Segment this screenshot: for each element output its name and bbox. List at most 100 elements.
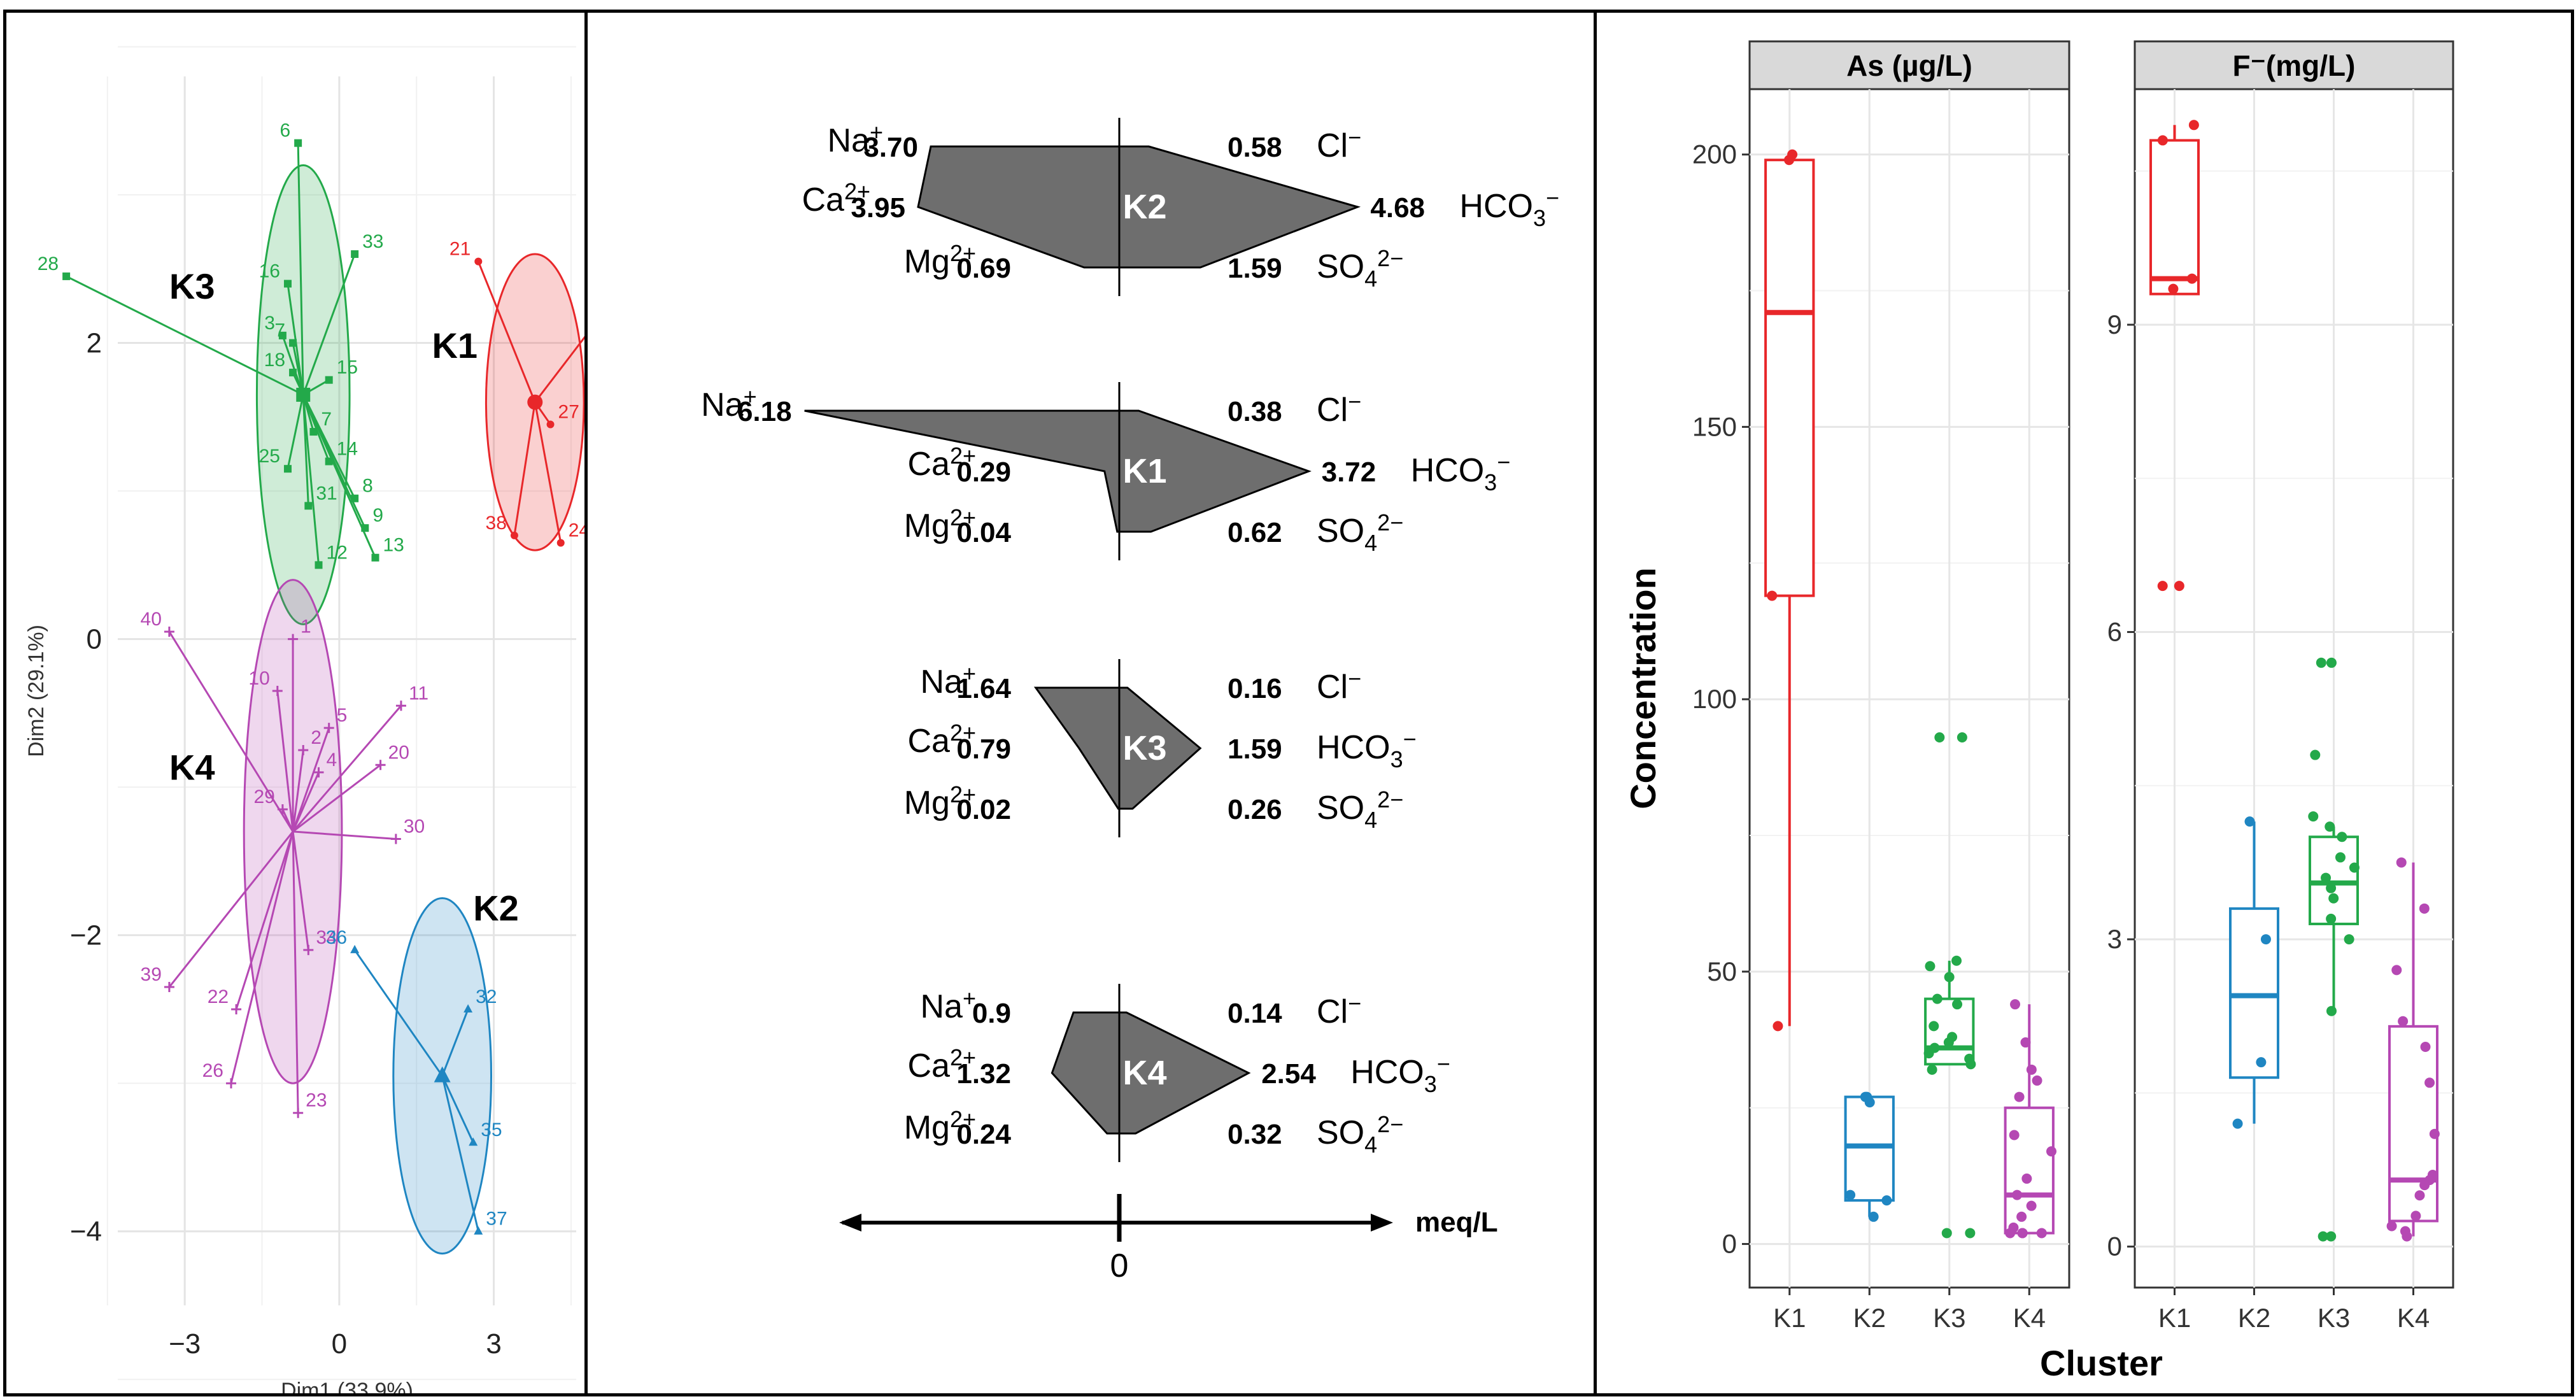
- jitter-point: [1773, 1021, 1783, 1032]
- facet-title: F⁻(mg/L): [2233, 49, 2356, 82]
- jitter-point: [1957, 732, 1967, 742]
- anion-cation-value: 6.18: [737, 396, 792, 427]
- data-point: [289, 369, 297, 377]
- anion-cation-value: 0.04: [956, 517, 1011, 548]
- axis-arrow-left: [839, 1214, 861, 1232]
- y-tick-label: 150: [1692, 411, 1737, 441]
- anion-value: 0.38: [1228, 396, 1282, 427]
- anion-label: SO42−: [1317, 1111, 1403, 1158]
- jitter-point: [2186, 273, 2197, 284]
- data-point: [303, 944, 314, 955]
- point-label: 2: [311, 727, 322, 748]
- data-point: [510, 531, 518, 539]
- data-point: [395, 700, 406, 711]
- point-label: 29: [254, 786, 275, 807]
- data-point: [313, 767, 324, 778]
- spoke-line: [292, 772, 320, 832]
- stiff-label: K1: [1122, 452, 1166, 490]
- anion-value: 0.58: [1228, 132, 1282, 163]
- jitter-point: [2020, 1037, 2031, 1048]
- x-tick-label: 0: [332, 1328, 347, 1360]
- anion-cation-value: 3.70: [863, 132, 918, 163]
- spoke-line: [66, 275, 304, 396]
- anion-cation-value: 0.69: [956, 253, 1011, 284]
- y-tick-label: 3: [2107, 924, 2122, 954]
- spoke-line: [302, 394, 320, 565]
- point-label: 11: [409, 683, 428, 704]
- point-label: 31: [316, 483, 337, 504]
- point-label: 7: [321, 409, 332, 430]
- point-label: 40: [141, 609, 162, 630]
- x-tick-label: K1: [1773, 1303, 1806, 1333]
- point-label: 32: [476, 986, 497, 1007]
- data-point: [474, 257, 483, 266]
- point-label: 14: [337, 439, 358, 460]
- spoke-line: [287, 394, 304, 469]
- jitter-point: [2321, 872, 2332, 883]
- jitter-point: [1868, 1211, 1879, 1222]
- anion-label: SO42−: [1317, 509, 1403, 556]
- point-label: 25: [259, 446, 280, 467]
- jitter-point: [2414, 1190, 2425, 1201]
- jitter-point: [2244, 816, 2255, 827]
- jitter-point: [2005, 1228, 2016, 1239]
- anion-value: 4.68: [1370, 192, 1425, 224]
- data-point: [164, 982, 174, 993]
- anion-value: 1.59: [1228, 734, 1282, 765]
- spoke-line: [292, 831, 299, 1113]
- anion-label: Cl−: [1317, 665, 1361, 706]
- point-label: 13: [383, 535, 404, 556]
- jitter-point: [2325, 821, 2335, 832]
- stiff-label: K4: [1122, 1054, 1166, 1092]
- anion-label: HCO3−: [1317, 726, 1417, 772]
- jitter-point: [2157, 135, 2168, 146]
- data-point: [474, 1226, 483, 1235]
- cation-label: Na+: [920, 985, 976, 1025]
- centroid-marker: [434, 1066, 451, 1083]
- box-k3: [2308, 657, 2360, 1242]
- anion-value: 0.26: [1228, 794, 1282, 825]
- point-label: 10: [248, 668, 269, 689]
- point-label: 38: [486, 513, 507, 534]
- point-label: 16: [259, 261, 280, 282]
- jitter-point: [2326, 913, 2337, 924]
- box-k2: [2229, 816, 2279, 1129]
- jitter-point: [1944, 972, 1955, 983]
- jitter-point: [2168, 283, 2179, 294]
- anion-cation-value: 0.29: [956, 457, 1011, 488]
- point-label: 24: [569, 520, 584, 541]
- jitter-point: [2026, 1200, 2037, 1211]
- x-tick-label: K3: [2318, 1303, 2350, 1333]
- stiff-panel: K2 3.70 Na+ 3.95 Ca2+ 0.69 Mg2+ 0.58 Cl− 4.68 HCO3…: [584, 10, 1597, 1396]
- meq-axis: 0 meq/L: [839, 1194, 1498, 1284]
- cluster-k2: 36 32 35 37 K2: [326, 888, 519, 1255]
- centroid-marker: [527, 394, 543, 410]
- anion-cation-value: 0.24: [956, 1119, 1011, 1150]
- point-label: 6: [280, 120, 290, 141]
- x-tick-label: K1: [2158, 1303, 2191, 1333]
- jitter-point: [2419, 903, 2430, 914]
- box-iqr: [2309, 835, 2359, 925]
- spoke-line: [168, 631, 294, 832]
- facet-title: As (µg/L): [1846, 49, 1972, 82]
- jitter-point: [1941, 1228, 1952, 1239]
- anion-label: SO42−: [1317, 245, 1403, 292]
- spoke-line: [534, 402, 562, 543]
- data-point: [556, 539, 565, 547]
- data-point: [289, 339, 297, 347]
- x-axis-label: Dim1 (33.9%): [281, 1379, 413, 1393]
- anion-cation-value: 0.02: [956, 794, 1011, 825]
- jitter-point: [2391, 965, 2402, 976]
- anion-cation-value: 0.9: [972, 998, 1011, 1029]
- point-label: 36: [326, 927, 347, 948]
- point-label: 33: [362, 231, 383, 252]
- jitter-point: [2419, 1180, 2430, 1191]
- data-point: [371, 553, 379, 562]
- jitter-point: [1951, 955, 1962, 966]
- data-point: [464, 1004, 473, 1012]
- data-point: [469, 1137, 478, 1146]
- cation-label: Ca2+: [907, 1044, 976, 1084]
- cation-label: Ca2+: [802, 178, 870, 218]
- jitter-point: [2328, 893, 2339, 904]
